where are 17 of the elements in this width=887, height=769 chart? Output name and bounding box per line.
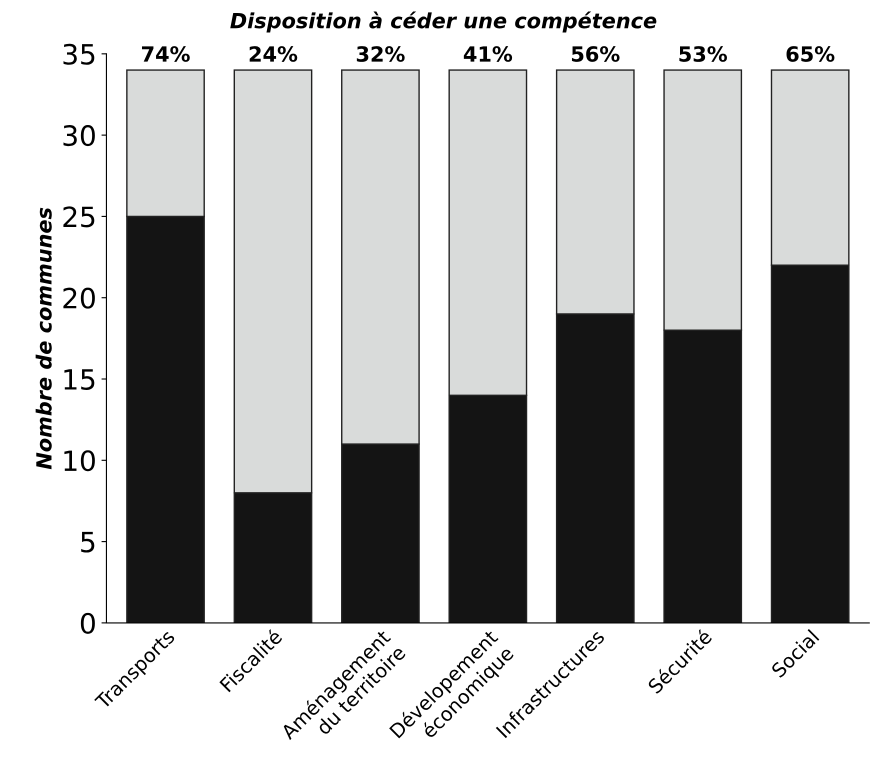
chart-title: Disposition à céder une compétence bbox=[230, 12, 656, 33]
y-tick-label: 30 bbox=[63, 125, 95, 146]
y-tick-label: 35 bbox=[63, 44, 94, 65]
y-tick-label: 25 bbox=[63, 206, 94, 228]
y-axis-title: Nombre de communes bbox=[36, 208, 52, 470]
annotation: 53% bbox=[679, 46, 727, 62]
annotation: 56% bbox=[572, 46, 620, 62]
y-tick-label: 15 bbox=[64, 369, 94, 390]
annotation: 24% bbox=[250, 46, 298, 62]
annotation: 65% bbox=[786, 46, 834, 62]
y-tick-label: 5 bbox=[81, 532, 94, 553]
annotation: 41% bbox=[464, 46, 512, 62]
y-tick-label: 20 bbox=[63, 288, 95, 309]
annotation: 74% bbox=[142, 46, 190, 62]
y-tick-label: 10 bbox=[64, 450, 95, 472]
y-tick-label: 0 bbox=[80, 612, 95, 634]
annotation: 32% bbox=[356, 46, 405, 62]
